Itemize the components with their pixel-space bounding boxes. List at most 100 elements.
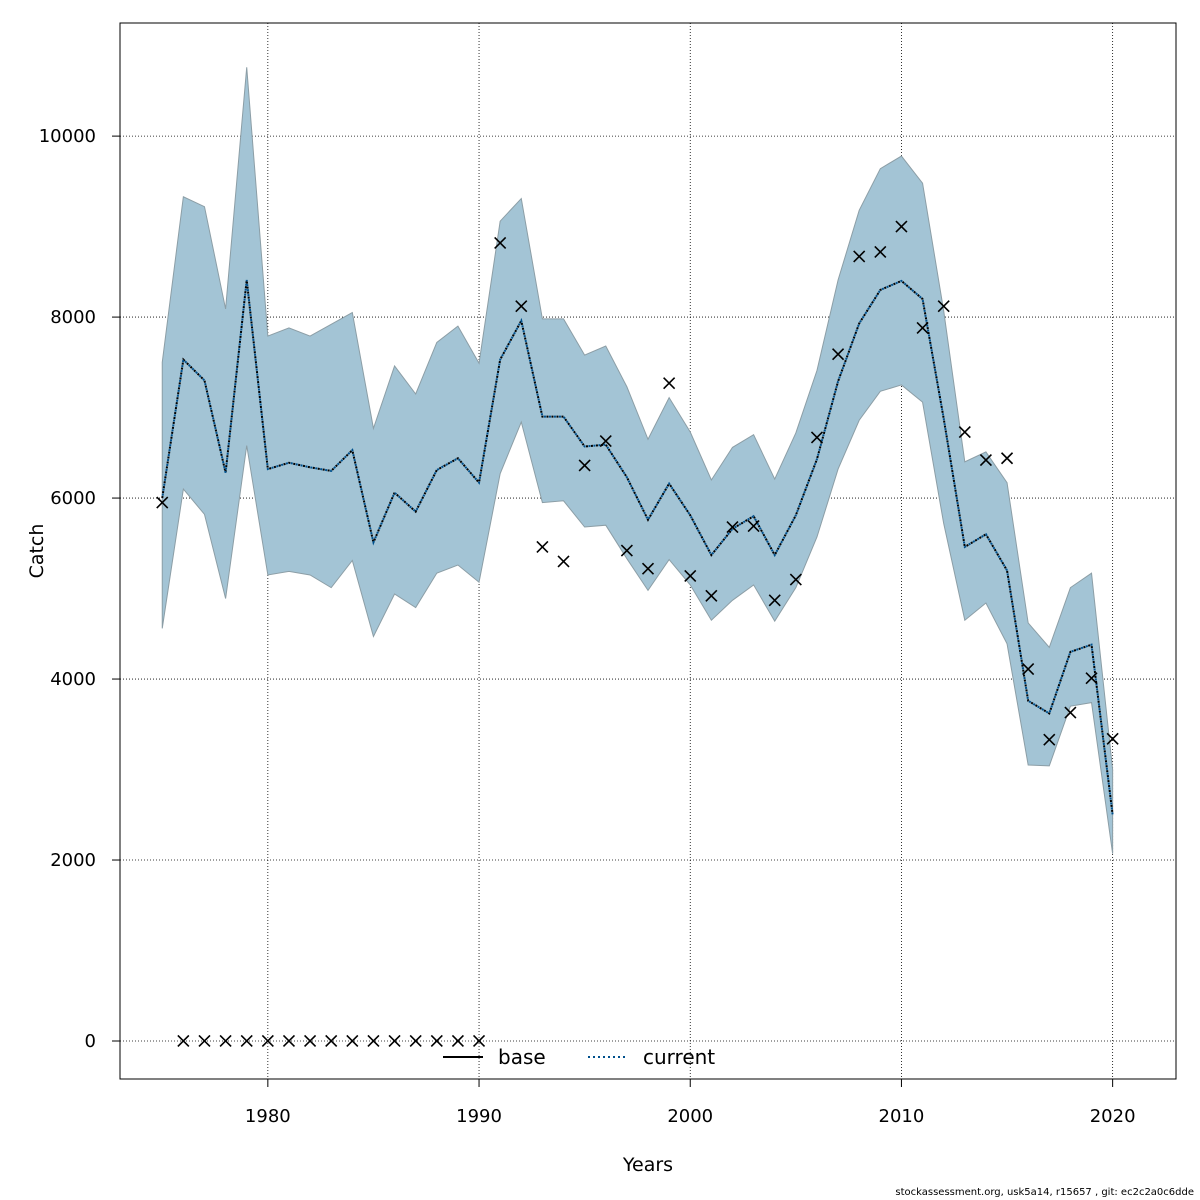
observed-point (895, 220, 908, 233)
observed-point-stroke (705, 589, 718, 602)
observed-point (388, 1034, 401, 1048)
observed-point-stroke (240, 1034, 253, 1048)
observed-point (451, 1034, 464, 1048)
observed-point-stroke (620, 544, 633, 557)
observed-point-stroke (663, 377, 676, 390)
observed-point (1106, 732, 1119, 745)
observed-point-stroke (895, 220, 908, 233)
observed-point-stroke (156, 496, 169, 509)
observed-point-stroke (177, 1034, 190, 1048)
observed-point (853, 250, 866, 263)
observed-point (810, 431, 824, 444)
observed-point (747, 520, 760, 533)
observed-point (789, 573, 802, 586)
observed-point (641, 562, 655, 575)
observed-point-stroke (304, 1034, 317, 1048)
observed-point-stroke (958, 425, 971, 439)
observed-point-stroke (1085, 672, 1098, 685)
x-tick-label: 2020 (1090, 1106, 1136, 1127)
x-axis-title: Years (622, 1154, 673, 1176)
observed-point (832, 348, 845, 361)
observed-point (304, 1034, 317, 1048)
legend: base current (443, 1045, 715, 1069)
y-axis-title: Catch (26, 524, 48, 579)
observed-point (536, 540, 549, 553)
observed-point (156, 496, 169, 509)
legend-label-current: current (643, 1045, 715, 1069)
observed-point-stroke (557, 555, 570, 568)
x-tick-label: 1990 (456, 1106, 502, 1127)
observed-point-stroke (367, 1034, 380, 1048)
observed-point (916, 321, 929, 335)
series-lines (161, 279, 1114, 815)
observed-point-stroke (874, 245, 887, 259)
series-line-current-blue (161, 279, 1114, 815)
observed-point (409, 1034, 422, 1048)
observed-point (958, 425, 971, 439)
observed-point-stroke (810, 431, 824, 444)
observed-point-stroke (409, 1034, 422, 1048)
y-tick-label: 4000 (50, 669, 96, 690)
x-tick-label: 2010 (879, 1106, 925, 1127)
observed-point-stroke (1022, 663, 1035, 676)
observed-point-stroke (515, 300, 528, 313)
observed-point (346, 1034, 359, 1048)
observed-point-stroke (1064, 706, 1077, 719)
observed-point (261, 1034, 274, 1048)
observed-point (979, 453, 992, 467)
legend-label-base: base (498, 1045, 546, 1069)
observed-point (684, 569, 697, 582)
observed-point-stroke (430, 1034, 443, 1048)
observed-point (1064, 706, 1077, 719)
observed-point (1022, 663, 1035, 676)
observed-point (937, 300, 950, 313)
observed-point (578, 459, 591, 472)
observed-point (705, 589, 718, 602)
observed-point (325, 1034, 338, 1048)
observed-point (599, 434, 612, 448)
observed-point-stroke (937, 300, 950, 313)
observed-point (515, 300, 528, 313)
observed-point (198, 1034, 211, 1048)
observed-point-stroke (325, 1034, 338, 1048)
observed-point-stroke (768, 594, 781, 607)
observed-point-stroke (832, 348, 845, 361)
observed-point (494, 236, 507, 249)
observed-point (874, 245, 887, 259)
x-tick-label: 2000 (667, 1106, 713, 1127)
y-tick-label: 10000 (39, 126, 96, 147)
y-tick-label: 0 (85, 1031, 96, 1052)
observed-point-stroke (789, 573, 802, 586)
observed-point (430, 1034, 443, 1048)
observed-point (1000, 452, 1014, 465)
observed-point (219, 1034, 232, 1048)
observed-point (177, 1034, 190, 1048)
observed-point-stroke (916, 321, 929, 335)
observed-point-stroke (1043, 733, 1056, 746)
observed-point-stroke (219, 1034, 232, 1048)
observed-point (472, 1034, 486, 1048)
observed-point-stroke (472, 1034, 486, 1048)
observed-point-stroke (282, 1034, 296, 1048)
observed-point-stroke (747, 520, 760, 533)
observed-point (620, 544, 633, 557)
observed-point (557, 555, 570, 568)
observed-point (1043, 733, 1056, 746)
plot-frame (119, 22, 1177, 1080)
observed-point (240, 1034, 253, 1048)
observed-point-stroke (198, 1034, 211, 1048)
observed-point-stroke (641, 562, 655, 575)
observed-point (367, 1034, 380, 1048)
observed-point (768, 594, 781, 607)
observed-point-stroke (261, 1034, 274, 1048)
observed-markers (156, 220, 1119, 1048)
observed-point-stroke (388, 1034, 401, 1048)
observed-point-stroke (684, 569, 697, 582)
observed-point (1085, 672, 1098, 685)
observed-point-stroke (494, 236, 507, 249)
observed-point (726, 520, 739, 534)
footer-credit: stockassessment.org, usk5a14, r15657 , g… (895, 1187, 1194, 1198)
observed-point-stroke (1106, 732, 1119, 745)
observed-point-stroke (536, 540, 549, 553)
